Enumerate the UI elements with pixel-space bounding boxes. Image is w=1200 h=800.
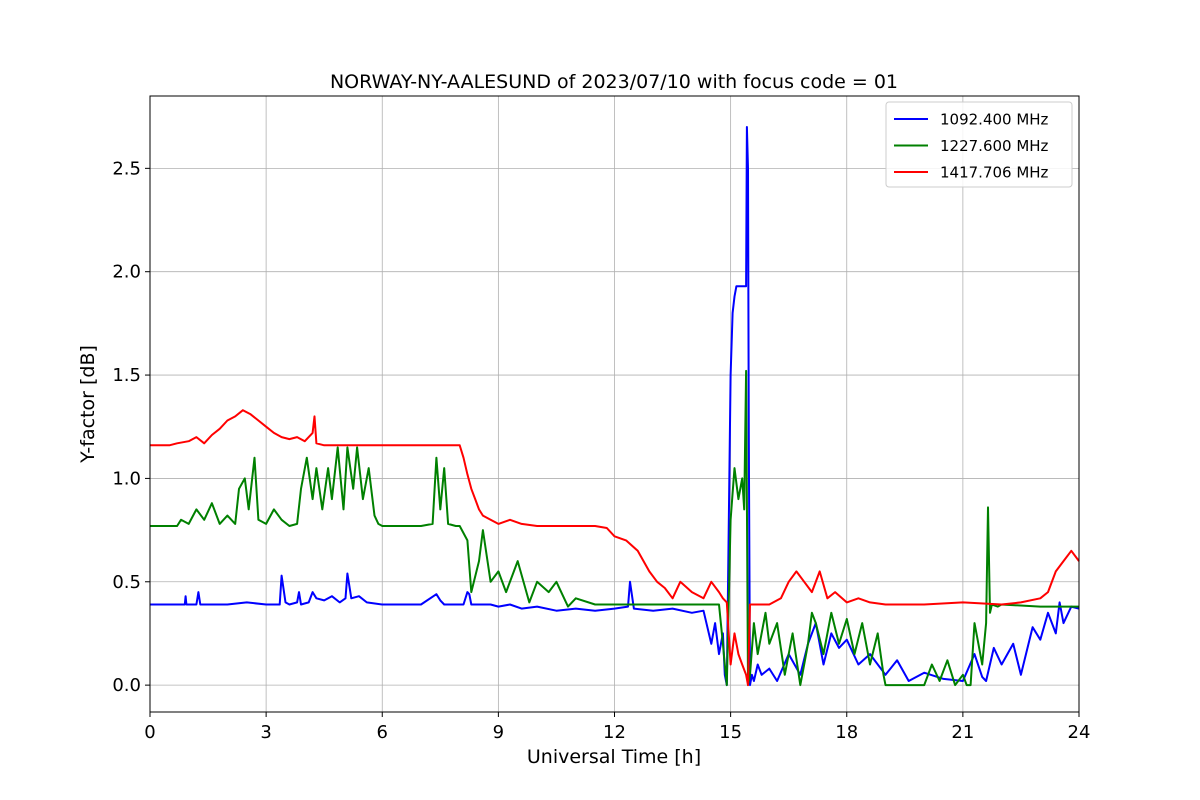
chart-title: NORWAY-NY-AALESUND of 2023/07/10 with fo… bbox=[330, 71, 898, 93]
series-lines bbox=[150, 126, 1080, 687]
y-tick-label: 2.5 bbox=[112, 158, 141, 179]
legend: 1092.400 MHz 1227.600 MHz 1417.706 MHz bbox=[885, 101, 1073, 188]
x-axis-ticks: 0 3 6 9 12 15 18 21 24 bbox=[144, 712, 1090, 743]
x-tick-label: 3 bbox=[260, 722, 271, 743]
x-tick-label: 6 bbox=[377, 722, 388, 743]
legend-label: 1092.400 MHz bbox=[940, 111, 1049, 129]
series-line-3 bbox=[150, 409, 1080, 687]
series-line-1 bbox=[150, 126, 1080, 687]
y-tick-label: 0.5 bbox=[112, 572, 141, 593]
x-tick-label: 12 bbox=[603, 722, 626, 743]
x-tick-label: 24 bbox=[1068, 722, 1091, 743]
x-tick-label: 18 bbox=[835, 722, 858, 743]
y-tick-label: 1.5 bbox=[112, 365, 141, 386]
y-tick-label: 0.0 bbox=[112, 675, 141, 696]
x-axis-label: Universal Time [h] bbox=[527, 746, 701, 768]
x-tick-label: 9 bbox=[493, 722, 504, 743]
series-line-2 bbox=[150, 369, 1079, 687]
y-axis-ticks: 0.0 0.5 1.0 1.5 2.0 2.5 bbox=[112, 158, 150, 696]
x-tick-label: 21 bbox=[951, 722, 974, 743]
x-tick-label: 0 bbox=[144, 722, 155, 743]
y-tick-label: 2.0 bbox=[112, 262, 141, 283]
legend-label: 1227.600 MHz bbox=[940, 137, 1049, 155]
x-tick-label: 15 bbox=[719, 722, 742, 743]
y-tick-label: 1.0 bbox=[112, 468, 141, 489]
legend-label: 1417.706 MHz bbox=[940, 164, 1049, 182]
legend-box bbox=[885, 101, 1073, 188]
y-axis-label: Y-factor [dB] bbox=[77, 345, 99, 464]
